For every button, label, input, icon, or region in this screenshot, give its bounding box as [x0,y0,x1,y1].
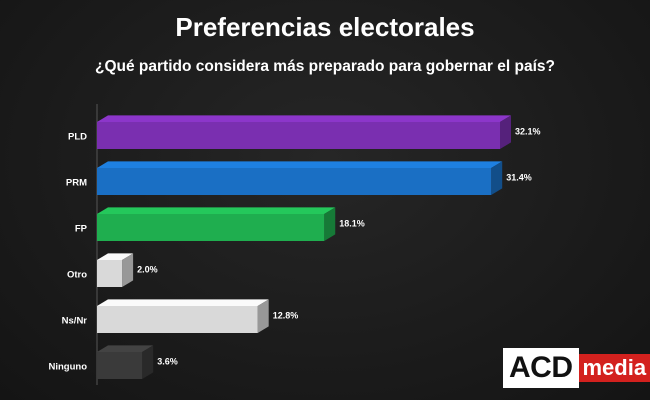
logo-media-text: media [578,354,650,382]
category-label: PRM [66,178,87,189]
value-label: 2.0% [137,265,158,275]
bar-side-face-pld [500,115,511,149]
bar-top-face-fp [97,207,336,214]
bar-side-face-nsnr [257,299,269,333]
bar-otro [97,260,123,287]
bar-nsnr [97,306,258,333]
value-label: 18.1% [339,219,365,229]
category-label: Ns/Nr [62,316,88,327]
bar-top-face-ninguno [97,345,154,352]
chart-subtitle: ¿Qué partido considera más preparado par… [95,58,555,75]
acd-media-logo: ACD media [503,348,650,388]
category-label: Ninguno [48,362,87,373]
bar-side-face-otro [122,253,134,287]
bar-top-face-pld [97,115,511,122]
bar-prm [97,168,492,195]
bar-top-face-nsnr [97,299,269,306]
bar-fp [97,214,325,241]
category-label: PLD [68,132,87,143]
category-label: FP [75,224,88,235]
value-label: 32.1% [515,127,541,137]
bar-side-face-ninguno [142,345,154,379]
value-label: 12.8% [273,311,299,321]
bar-top-face-otro [97,253,134,260]
bar-pld [97,122,500,149]
bar-side-face-prm [491,161,503,195]
bar-top-face-prm [97,161,503,168]
bar-ninguno [97,352,143,379]
chart-title: Preferencias electorales [175,12,475,42]
category-label: Otro [67,270,87,281]
logo-acd-text: ACD [503,348,579,388]
value-label: 31.4% [506,173,532,183]
bar-side-face-fp [324,207,336,241]
value-label: 3.6% [157,357,178,367]
